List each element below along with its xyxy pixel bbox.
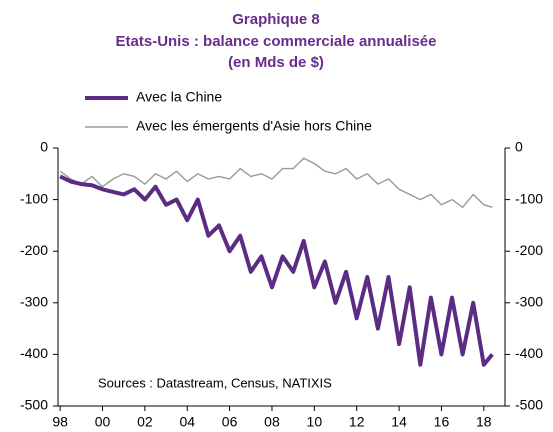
x-tick-label: 00 xyxy=(95,414,111,430)
x-tick-label: 18 xyxy=(476,414,492,430)
x-tick-label: 06 xyxy=(222,414,238,430)
y2-tick-label: -500 xyxy=(515,397,543,413)
legend-label: Avec les émergents d'Asie hors Chine xyxy=(136,118,372,134)
x-tick-label: 12 xyxy=(349,414,365,430)
series-line xyxy=(59,157,493,208)
chart-title: Etats-Unis : balance commerciale annuali… xyxy=(116,33,437,50)
y-tick-label: -400 xyxy=(20,345,48,361)
x-tick-label: 14 xyxy=(391,414,407,430)
chart-title: Graphique 8 xyxy=(232,11,320,28)
chart-title: (en Mds de $) xyxy=(228,54,324,71)
x-tick-label: 08 xyxy=(264,414,280,430)
y-tick-label: -100 xyxy=(20,190,48,206)
y2-tick-label: 0 xyxy=(515,139,523,155)
y-tick-label: 0 xyxy=(40,139,48,155)
x-tick-label: 10 xyxy=(307,414,323,430)
y-tick-label: -200 xyxy=(20,242,48,258)
series-line xyxy=(59,174,494,367)
y-tick-label: -300 xyxy=(20,294,48,310)
x-tick-label: 02 xyxy=(137,414,153,430)
x-tick-label: 98 xyxy=(52,414,68,430)
y-tick-label: -500 xyxy=(20,397,48,413)
y2-tick-label: -300 xyxy=(515,294,543,310)
y2-tick-label: -100 xyxy=(515,190,543,206)
x-tick-label: 04 xyxy=(179,414,195,430)
x-tick-label: 16 xyxy=(434,414,450,430)
legend-label: Avec la Chine xyxy=(136,89,222,105)
y2-tick-label: -200 xyxy=(515,242,543,258)
annotation: Sources : Datastream, Census, NATIXIS xyxy=(98,375,332,390)
y2-tick-label: -400 xyxy=(515,345,543,361)
